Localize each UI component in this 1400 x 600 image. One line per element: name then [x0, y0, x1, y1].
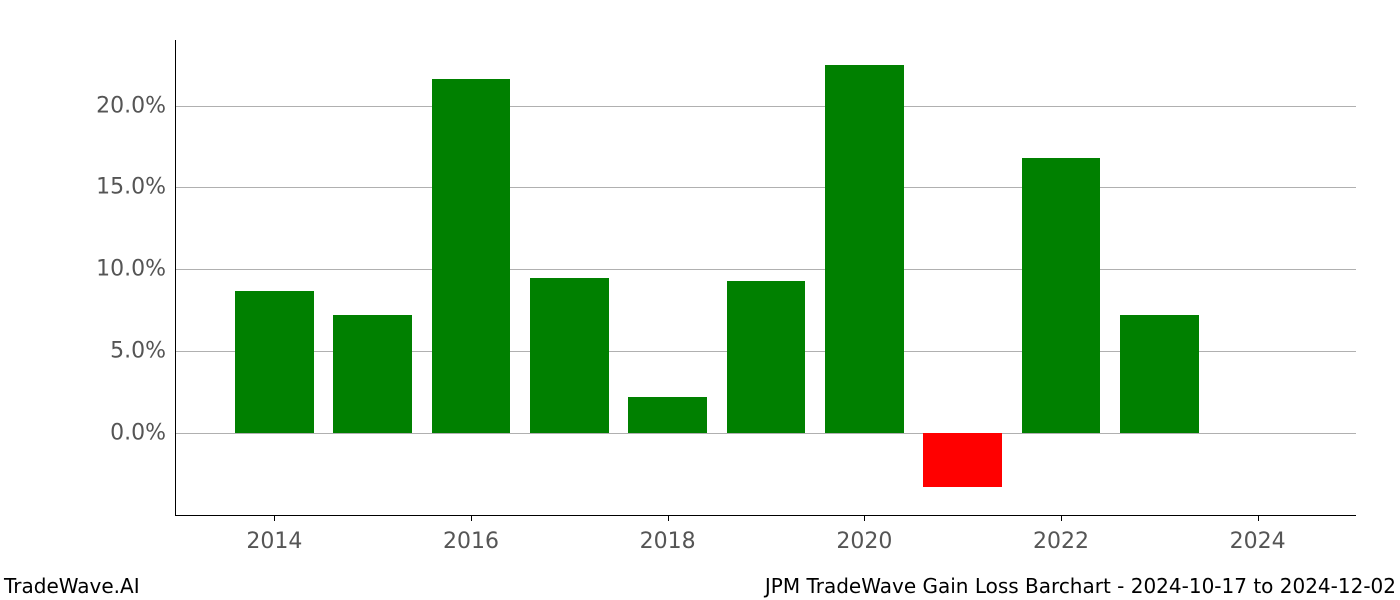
x-tick-label: 2018	[640, 515, 696, 554]
bar	[235, 291, 314, 434]
y-tick-label: 15.0%	[96, 175, 176, 200]
gridline	[176, 187, 1356, 188]
chart-container: 0.0% 5.0% 10.0% 15.0% 20.0% 2014 2016 2018 2020 2…	[0, 0, 1400, 600]
x-tick-label: 2024	[1230, 515, 1286, 554]
bar	[432, 79, 511, 433]
bar	[923, 433, 1002, 487]
x-tick-label: 2014	[246, 515, 302, 554]
bar	[825, 65, 904, 434]
bar	[530, 278, 609, 434]
y-tick-label: 20.0%	[96, 93, 176, 118]
footer-left-text: TradeWave.AI	[4, 574, 140, 598]
y-tick-label: 0.0%	[110, 421, 176, 446]
bar	[333, 315, 412, 433]
gridline	[176, 269, 1356, 270]
x-tick-label: 2020	[836, 515, 892, 554]
x-tick-label: 2022	[1033, 515, 1089, 554]
y-tick-label: 10.0%	[96, 257, 176, 282]
plot-area: 0.0%5.0%10.0%15.0%20.0%20142016201820202…	[175, 40, 1356, 516]
footer-right-text: JPM TradeWave Gain Loss Barchart - 2024-…	[765, 574, 1396, 598]
gridline	[176, 106, 1356, 107]
bar	[628, 397, 707, 433]
x-tick-label: 2016	[443, 515, 499, 554]
gridline	[176, 433, 1356, 434]
bar	[1120, 315, 1199, 433]
y-tick-label: 5.0%	[110, 339, 176, 364]
bar	[727, 281, 806, 433]
bar	[1022, 158, 1101, 433]
